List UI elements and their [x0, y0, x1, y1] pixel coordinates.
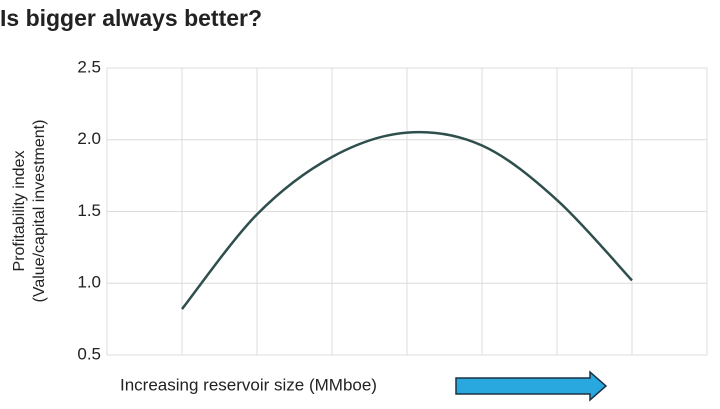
direction-arrow	[455, 370, 608, 402]
y-tick-label: 1.0	[77, 273, 101, 292]
data-line	[181, 130, 633, 310]
y-axis-title-line: (Value/capital investment)	[31, 120, 48, 303]
chart-title: Is bigger always better?	[0, 5, 262, 31]
y-tick-label: 2.0	[77, 129, 101, 148]
y-tick-label: 2.5	[77, 57, 101, 76]
y-axis-title-line: Profitability index	[11, 151, 28, 272]
y-tick-label: 1.5	[77, 201, 101, 220]
y-axis-title: Profitability index (Value/capital inves…	[11, 120, 48, 303]
y-tick-label: 0.5	[77, 344, 101, 363]
x-axis-title: Increasing reservoir size (MMboe)	[120, 375, 377, 394]
